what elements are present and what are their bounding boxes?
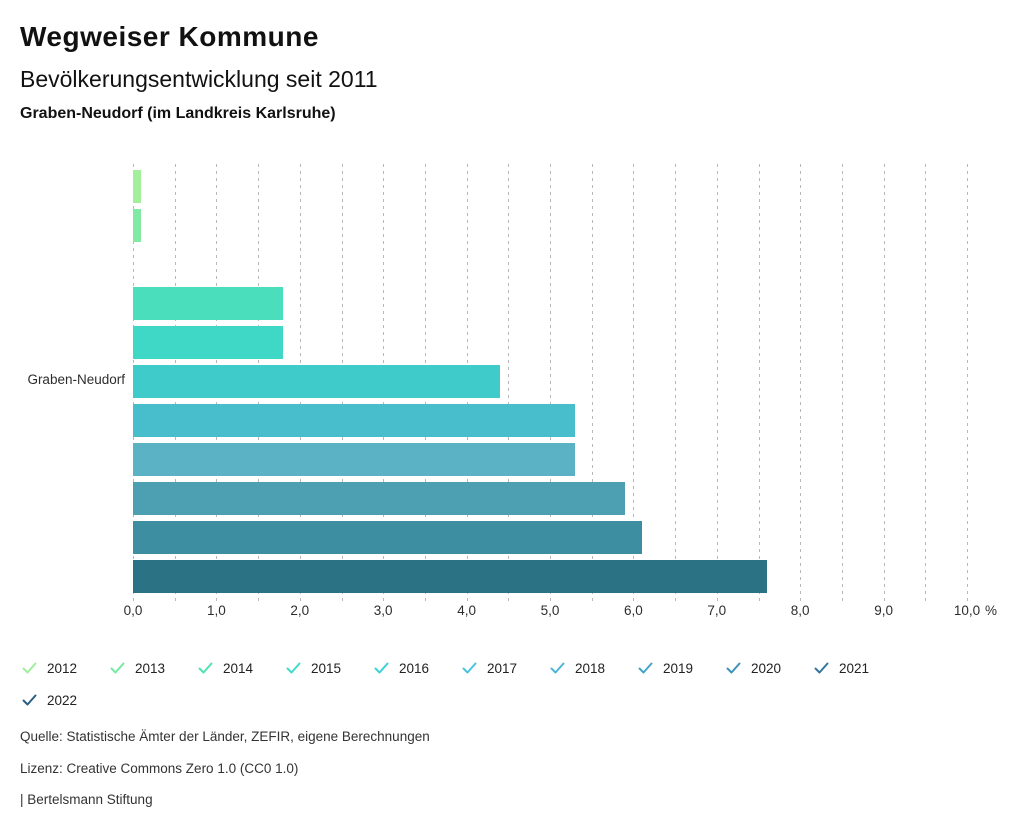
region-label: Graben-Neudorf (im Landkreis Karlsruhe) bbox=[20, 105, 336, 122]
bar-2013[interactable] bbox=[133, 209, 142, 242]
x-tick-label: 4,0 bbox=[457, 603, 476, 618]
checkmark-icon bbox=[374, 662, 389, 674]
page-title: Wegweiser Kommune bbox=[20, 21, 319, 52]
legend-label: 2018 bbox=[575, 660, 606, 676]
legend-label: 2022 bbox=[47, 692, 78, 708]
checkmark-icon bbox=[638, 662, 653, 674]
x-tick-label: 10,0 bbox=[953, 603, 981, 618]
legend-item-2022[interactable]: 2022 bbox=[20, 684, 108, 716]
checkmark-icon bbox=[726, 662, 741, 674]
source-text: Quelle: Statistische Ämter der Länder, Z… bbox=[20, 729, 430, 744]
plot-area bbox=[133, 164, 968, 605]
legend-item-2015[interactable]: 2015 bbox=[284, 652, 372, 684]
legend-item-2012[interactable]: 2012 bbox=[20, 652, 108, 684]
gridline bbox=[841, 164, 843, 605]
checkmark-icon bbox=[462, 662, 477, 674]
bar-2012[interactable] bbox=[133, 170, 142, 203]
bar-2018[interactable] bbox=[133, 404, 575, 437]
x-axis: % 0,0 1,0 2,0 3,0 4,0 5,0 6,0 7,0 8,0 9,0 10,0 bbox=[124, 603, 1013, 621]
legend-label: 2021 bbox=[839, 660, 870, 676]
gridline bbox=[800, 164, 802, 605]
gridline bbox=[883, 164, 885, 605]
checkmark-icon bbox=[198, 662, 213, 674]
gridline bbox=[758, 164, 760, 605]
gridline bbox=[925, 164, 927, 605]
bar-2015[interactable] bbox=[133, 287, 284, 320]
checkmark-icon bbox=[110, 662, 125, 674]
bar-2019[interactable] bbox=[133, 443, 575, 476]
legend-item-2017[interactable]: 2017 bbox=[460, 652, 548, 684]
x-tick-label: 5,0 bbox=[540, 603, 560, 618]
gridline bbox=[591, 164, 593, 605]
legend-label: 2020 bbox=[751, 660, 782, 676]
legend-label: 2019 bbox=[663, 660, 694, 676]
gridline bbox=[967, 164, 968, 605]
gridline bbox=[508, 164, 510, 605]
gridline bbox=[550, 164, 551, 605]
license-text: Lizenz: Creative Commons Zero 1.0 (CC0 1… bbox=[20, 761, 299, 776]
legend-label: 2012 bbox=[47, 660, 78, 676]
x-tick-label: 1,0 bbox=[207, 603, 226, 618]
legend-item-2021[interactable]: 2021 bbox=[812, 652, 900, 684]
chart-legend: 2012 2013 2014 2015 2016 2017 2018 2019 2020 2021… bbox=[20, 652, 980, 716]
bar-2016[interactable] bbox=[133, 326, 284, 359]
bar-2020[interactable] bbox=[133, 482, 626, 515]
chart-subtitle: Bevölkerungsentwicklung seit 2011 bbox=[20, 66, 378, 92]
checkmark-icon bbox=[550, 662, 565, 674]
legend-label: 2013 bbox=[135, 660, 166, 676]
checkmark-icon bbox=[286, 662, 301, 674]
legend-item-2016[interactable]: 2016 bbox=[372, 652, 460, 684]
bar-2021[interactable] bbox=[133, 521, 642, 554]
legend-label: 2015 bbox=[311, 660, 342, 676]
checkmark-icon bbox=[22, 694, 37, 706]
category-label: Graben-Neudorf bbox=[27, 372, 125, 387]
x-tick-label: 3,0 bbox=[373, 603, 393, 618]
legend-item-2014[interactable]: 2014 bbox=[196, 652, 284, 684]
x-tick-label: 8,0 bbox=[790, 603, 810, 618]
checkmark-icon bbox=[22, 662, 37, 674]
x-tick-label: 7,0 bbox=[707, 603, 727, 618]
x-tick-label: 6,0 bbox=[624, 603, 643, 618]
bar-2017[interactable] bbox=[133, 365, 500, 398]
gridline bbox=[633, 164, 635, 605]
legend-label: 2017 bbox=[487, 660, 518, 676]
checkmark-icon bbox=[814, 662, 829, 674]
legend-item-2013[interactable]: 2013 bbox=[108, 652, 196, 684]
x-axis-unit-label: % bbox=[985, 603, 998, 618]
legend-item-2020[interactable]: 2020 bbox=[724, 652, 812, 684]
gridline bbox=[716, 164, 718, 605]
legend-label: 2014 bbox=[223, 660, 254, 676]
x-tick-label: 0,0 bbox=[123, 603, 143, 618]
gridline bbox=[675, 164, 677, 605]
attribution-text: | Bertelsmann Stiftung bbox=[20, 792, 153, 807]
legend-item-2018[interactable]: 2018 bbox=[548, 652, 636, 684]
x-tick-label: 9,0 bbox=[874, 603, 893, 618]
legend-item-2019[interactable]: 2019 bbox=[636, 652, 724, 684]
legend-label: 2016 bbox=[399, 660, 430, 676]
x-tick-label: 2,0 bbox=[290, 603, 310, 618]
bar-2022[interactable] bbox=[133, 560, 767, 593]
